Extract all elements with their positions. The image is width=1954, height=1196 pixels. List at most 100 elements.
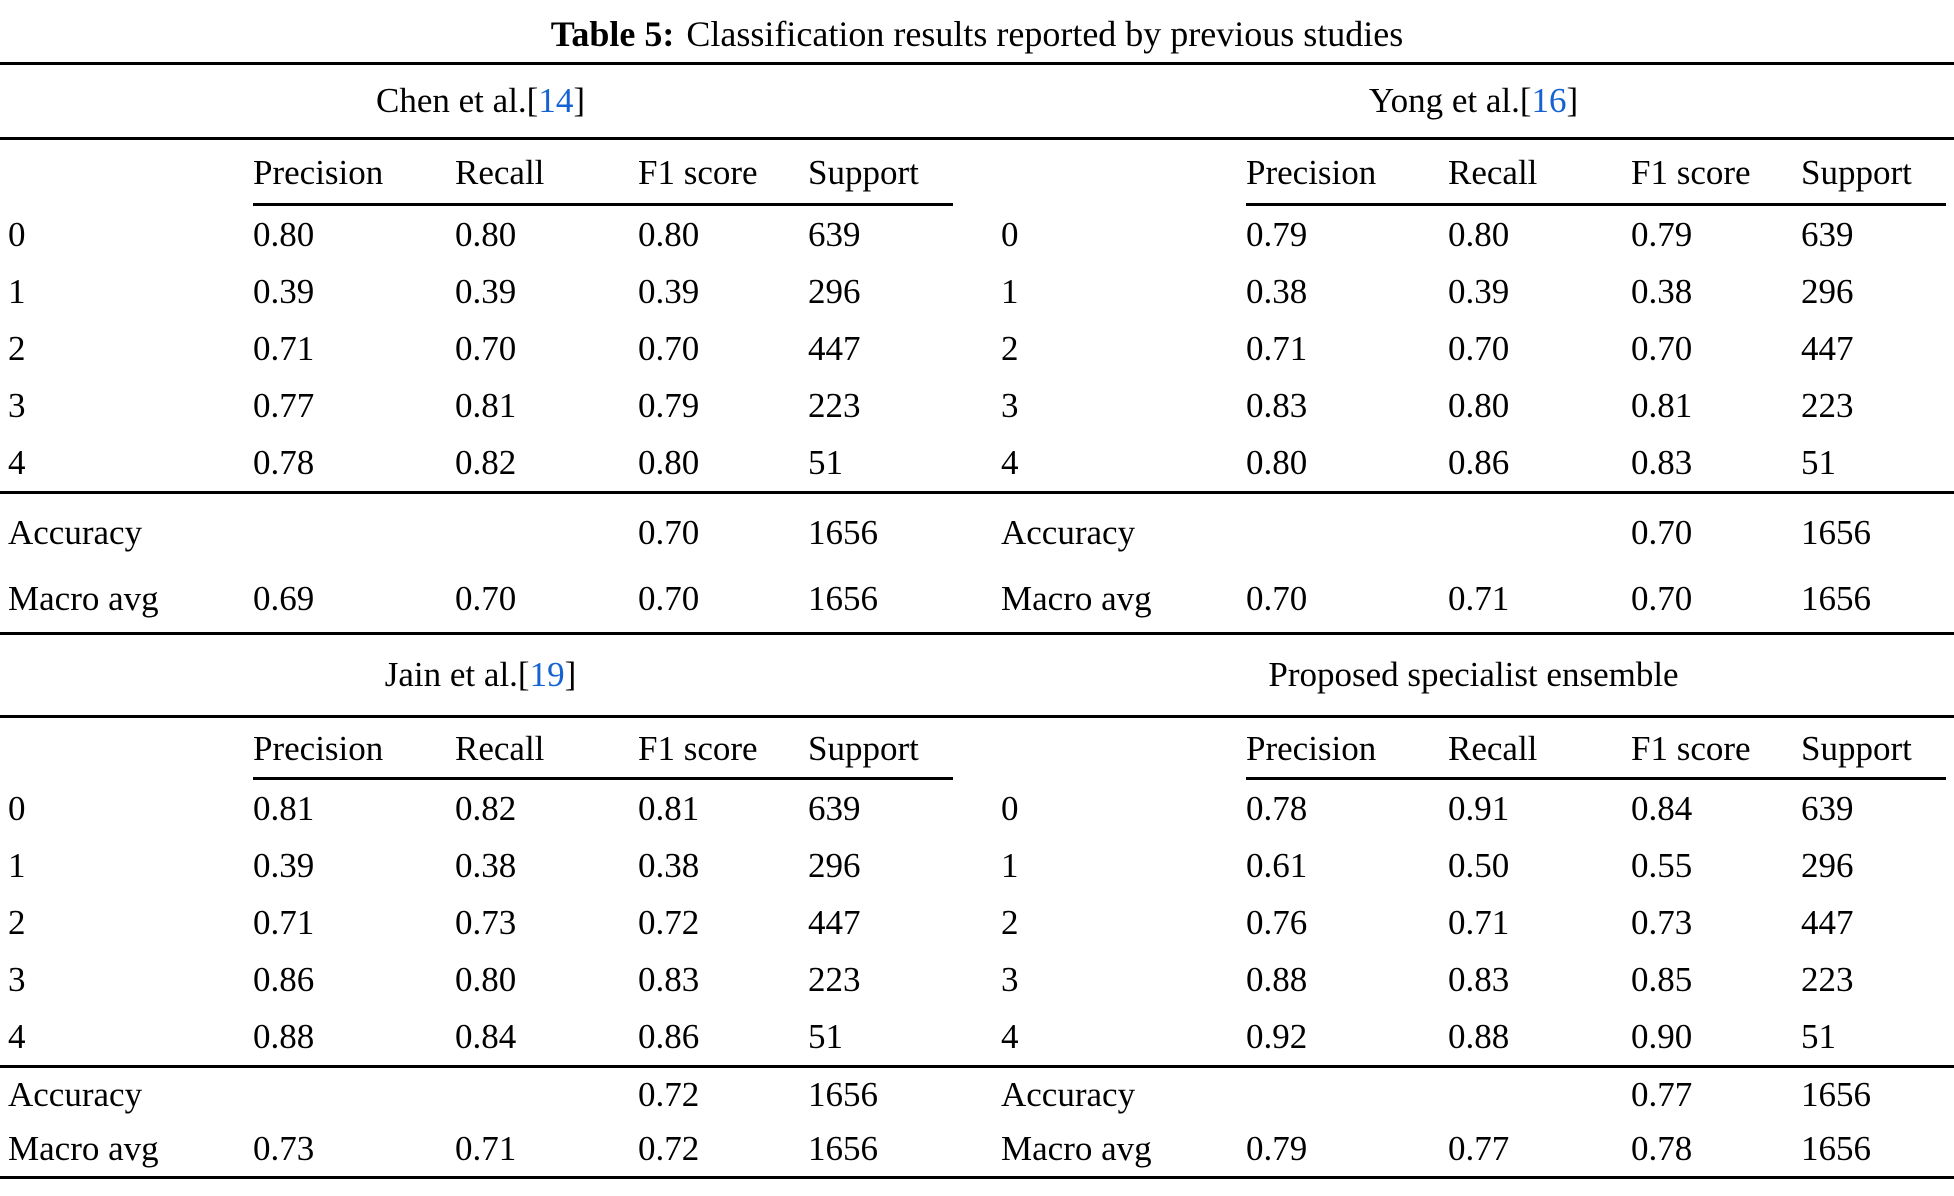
accuracy-row: Accuracy 0.77 1656 [1001, 1068, 1946, 1122]
cell-f1: 0.70 [638, 513, 700, 552]
horizontal-rule-top [0, 62, 1954, 65]
cell-f1: 0.77 [1631, 1075, 1693, 1114]
row-label: 2 [1001, 328, 1019, 368]
cell-precision: 0.83 [1246, 385, 1308, 425]
row-label: 3 [8, 959, 26, 999]
panel-title-text: Chen et al. [376, 81, 527, 120]
row-label: Accuracy [8, 1075, 143, 1114]
citation-bracket: ] [564, 655, 577, 694]
cell-recall: 0.39 [1448, 271, 1510, 311]
col-header-precision: Precision [1246, 153, 1377, 192]
row-label: 1 [1001, 845, 1019, 885]
col-header-f1: F1 score [638, 153, 758, 192]
panel-jain-summary: Accuracy 0.72 1656 Macro avg 0.73 0.71 0.72 16… [8, 1068, 953, 1176]
cell-support: 639 [1801, 214, 1854, 254]
cell-support: 51 [808, 442, 843, 482]
cell-precision: 0.81 [253, 788, 315, 828]
table-row: 4 0.92 0.88 0.90 51 [1001, 1008, 1946, 1065]
cell-precision: 0.80 [253, 214, 315, 254]
column-header-row: Precision Recall F1 score Support [8, 718, 953, 780]
table-row: 1 0.39 0.38 0.38 296 [8, 837, 953, 894]
cell-f1: 0.84 [1631, 788, 1693, 828]
cell-recall: 0.70 [455, 579, 517, 618]
cell-support: 447 [808, 328, 861, 368]
row-label: 1 [1001, 271, 1019, 311]
cell-support: 639 [808, 788, 861, 828]
citation-link[interactable]: 16 [1531, 81, 1567, 120]
cell-recall: 0.71 [1448, 579, 1510, 618]
col-header-support: Support [808, 729, 919, 768]
cell-support: 296 [808, 271, 861, 311]
cell-f1: 0.70 [1631, 513, 1693, 552]
panel-title-proposed: Proposed specialist ensemble [1001, 635, 1946, 715]
cell-f1: 0.70 [1631, 328, 1693, 368]
row-label: Macro avg [1001, 579, 1152, 618]
macro-avg-row: Macro avg 0.70 0.71 0.70 1656 [1001, 566, 1946, 632]
cell-support: 639 [808, 214, 861, 254]
cell-precision: 0.78 [1246, 788, 1308, 828]
cell-recall: 0.88 [1448, 1016, 1510, 1056]
table-row: 1 0.39 0.39 0.39 296 [8, 263, 953, 320]
cell-f1: 0.70 [638, 328, 700, 368]
cell-precision: 0.88 [253, 1016, 315, 1056]
cell-precision: 0.70 [1246, 579, 1308, 618]
cell-support: 1656 [808, 1129, 878, 1168]
table-row: 1 0.38 0.39 0.38 296 [1001, 263, 1946, 320]
cell-f1: 0.86 [638, 1016, 700, 1056]
panel-jain-table: Precision Recall F1 score Support 0 0.81 0… [8, 718, 953, 1065]
panel-yong-summary: Accuracy 0.70 1656 Macro avg 0.70 0.71 0.70 16… [1001, 500, 1946, 632]
cell-recall: 0.38 [455, 845, 517, 885]
summary-band-2: Accuracy 0.72 1656 Macro avg 0.73 0.71 0.72 16… [0, 1068, 1954, 1176]
cell-recall: 0.71 [1448, 902, 1510, 942]
cell-f1: 0.72 [638, 1075, 700, 1114]
citation-bracket: [ [1519, 81, 1532, 120]
table-row: 4 0.78 0.82 0.80 51 [8, 434, 953, 491]
row-label: Macro avg [8, 579, 159, 618]
table-caption: Table 5: Classification results reported … [0, 0, 1954, 62]
col-header-f1: F1 score [638, 729, 758, 768]
cell-precision: 0.71 [1246, 328, 1308, 368]
cell-f1: 0.55 [1631, 845, 1693, 885]
cell-recall: 0.91 [1448, 788, 1510, 828]
citation-link[interactable]: 19 [529, 655, 565, 694]
cell-support: 296 [1801, 271, 1854, 311]
panel-chen-summary: Accuracy 0.70 1656 Macro avg 0.69 0.70 0.70 16… [8, 500, 953, 632]
col-header-recall: Recall [1448, 153, 1538, 192]
cell-f1: 0.70 [1631, 579, 1693, 618]
header-underline [253, 777, 953, 780]
citation-link[interactable]: 14 [538, 81, 574, 120]
table-row: 2 0.71 0.70 0.70 447 [1001, 320, 1946, 377]
cell-support: 51 [1801, 1016, 1836, 1056]
table-row: 2 0.76 0.71 0.73 447 [1001, 894, 1946, 951]
cell-support: 639 [1801, 788, 1854, 828]
cell-precision: 0.88 [1246, 959, 1308, 999]
cell-f1: 0.72 [638, 1129, 700, 1168]
row-label: 1 [8, 271, 26, 311]
table-row: 0 0.79 0.80 0.79 639 [1001, 206, 1946, 263]
cell-precision: 0.76 [1246, 902, 1308, 942]
cell-recall: 0.71 [455, 1129, 517, 1168]
table-row: 3 0.83 0.80 0.81 223 [1001, 377, 1946, 434]
row-label: 0 [1001, 214, 1019, 254]
row-label: 2 [8, 328, 26, 368]
row-label: 3 [1001, 959, 1019, 999]
row-label: 3 [8, 385, 26, 425]
cell-support: 223 [1801, 385, 1854, 425]
cell-support: 1656 [1801, 579, 1871, 618]
col-header-f1: F1 score [1631, 153, 1751, 192]
cell-f1: 0.79 [1631, 214, 1693, 254]
cell-precision: 0.69 [253, 579, 315, 618]
table-row: 1 0.61 0.50 0.55 296 [1001, 837, 1946, 894]
cell-f1: 0.83 [638, 959, 700, 999]
data-band-2: Precision Recall F1 score Support 0 0.81 0… [0, 718, 1954, 1065]
cell-precision: 0.71 [253, 328, 315, 368]
col-header-support: Support [1801, 729, 1912, 768]
cell-f1: 0.80 [638, 214, 700, 254]
cell-precision: 0.38 [1246, 271, 1308, 311]
horizontal-rule [0, 632, 1954, 635]
cell-recall: 0.84 [455, 1016, 517, 1056]
cell-f1: 0.39 [638, 271, 700, 311]
cell-support: 447 [808, 902, 861, 942]
cell-f1: 0.83 [1631, 442, 1693, 482]
authors-band-2: Jain et al. [19] Proposed specialist ens… [0, 635, 1954, 715]
